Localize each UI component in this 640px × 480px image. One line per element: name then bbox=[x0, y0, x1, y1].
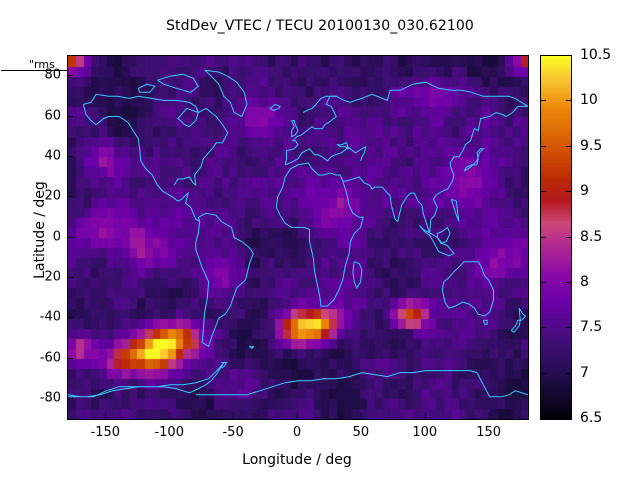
colorbar-tick-mark bbox=[566, 146, 571, 147]
y-tick-mark bbox=[67, 317, 73, 319]
x-tick-label: -50 bbox=[222, 425, 244, 440]
colorbar-tick-mark bbox=[566, 373, 571, 374]
x-tick-mark bbox=[169, 413, 171, 419]
legend-key-label: "rms_ bbox=[29, 58, 61, 71]
colorbar-tick-label: 7 bbox=[580, 365, 589, 381]
y-tick-mark bbox=[67, 196, 73, 198]
colorbar-tick-mark bbox=[541, 100, 546, 101]
heatmap-plot-area bbox=[67, 55, 529, 420]
y-tick-mark bbox=[67, 397, 73, 399]
plot-title: StdDev_VTEC / TECU 20100130_030.62100 bbox=[166, 18, 474, 34]
x-tick-label: 50 bbox=[352, 425, 370, 440]
colorbar-tick-mark bbox=[541, 237, 546, 238]
x-tick-label: 100 bbox=[412, 425, 438, 440]
colorbar-tick-mark bbox=[566, 327, 571, 328]
colorbar-tick-label: 9 bbox=[580, 183, 589, 199]
x-tick-mark bbox=[424, 413, 426, 419]
colorbar-tick-label: 10.5 bbox=[580, 47, 612, 63]
y-tick-label: 0 bbox=[52, 229, 61, 244]
y-tick-label: 60 bbox=[44, 108, 61, 123]
colorbar-tick-label: 7.5 bbox=[580, 319, 603, 335]
colorbar-tick-mark bbox=[566, 237, 571, 238]
x-tick-label: -100 bbox=[154, 425, 184, 440]
colorbar-tick-mark bbox=[541, 282, 546, 283]
x-tick-label: 0 bbox=[292, 425, 302, 440]
colorbar-tick-mark bbox=[566, 55, 571, 56]
y-tick-label: -80 bbox=[39, 390, 61, 406]
colorbar-tick-label: 9.5 bbox=[580, 138, 603, 154]
x-tick-mark bbox=[488, 413, 490, 419]
heatmap-canvas bbox=[68, 56, 528, 419]
y-tick-label: -60 bbox=[39, 350, 61, 365]
y-tick-mark bbox=[67, 155, 73, 157]
colorbar-tick-mark bbox=[541, 191, 546, 192]
colorbar-tick-mark bbox=[541, 55, 546, 56]
colorbar-tick-label: 8.5 bbox=[580, 229, 603, 245]
x-tick-mark bbox=[233, 413, 235, 419]
x-tick-mark bbox=[297, 413, 298, 419]
x-tick-mark bbox=[105, 413, 107, 419]
colorbar-tick-mark bbox=[566, 100, 571, 101]
legend-key-line bbox=[1, 70, 67, 71]
colorbar-tick-label: 8 bbox=[580, 274, 589, 290]
colorbar-tick-mark bbox=[566, 282, 571, 283]
y-tick-label: -20 bbox=[39, 269, 61, 285]
colorbar-tick-label: 6.5 bbox=[580, 410, 603, 426]
y-tick-mark bbox=[67, 236, 73, 238]
x-tick-mark bbox=[360, 413, 362, 419]
y-tick-mark bbox=[67, 357, 73, 359]
colorbar-tick-mark bbox=[541, 327, 546, 328]
colorbar-tick-mark bbox=[566, 418, 571, 419]
colorbar-tick-mark bbox=[541, 418, 546, 419]
y-tick-mark bbox=[67, 115, 73, 117]
colorbar-tick-mark bbox=[566, 191, 571, 192]
y-tick-label: 20 bbox=[44, 188, 61, 204]
y-tick-mark bbox=[67, 75, 73, 77]
colorbar-tick-mark bbox=[541, 146, 546, 147]
x-tick-label: -150 bbox=[90, 425, 121, 440]
y-tick-mark bbox=[67, 276, 73, 278]
x-tick-label: 150 bbox=[476, 425, 502, 440]
colorbar-tick-label: 10 bbox=[580, 92, 598, 108]
y-tick-label: 80 bbox=[44, 67, 61, 83]
y-tick-label: -40 bbox=[39, 309, 61, 325]
colorbar-tick-mark bbox=[541, 373, 546, 374]
x-axis-title: Longitude / deg bbox=[242, 452, 352, 468]
y-tick-label: 40 bbox=[44, 148, 61, 164]
